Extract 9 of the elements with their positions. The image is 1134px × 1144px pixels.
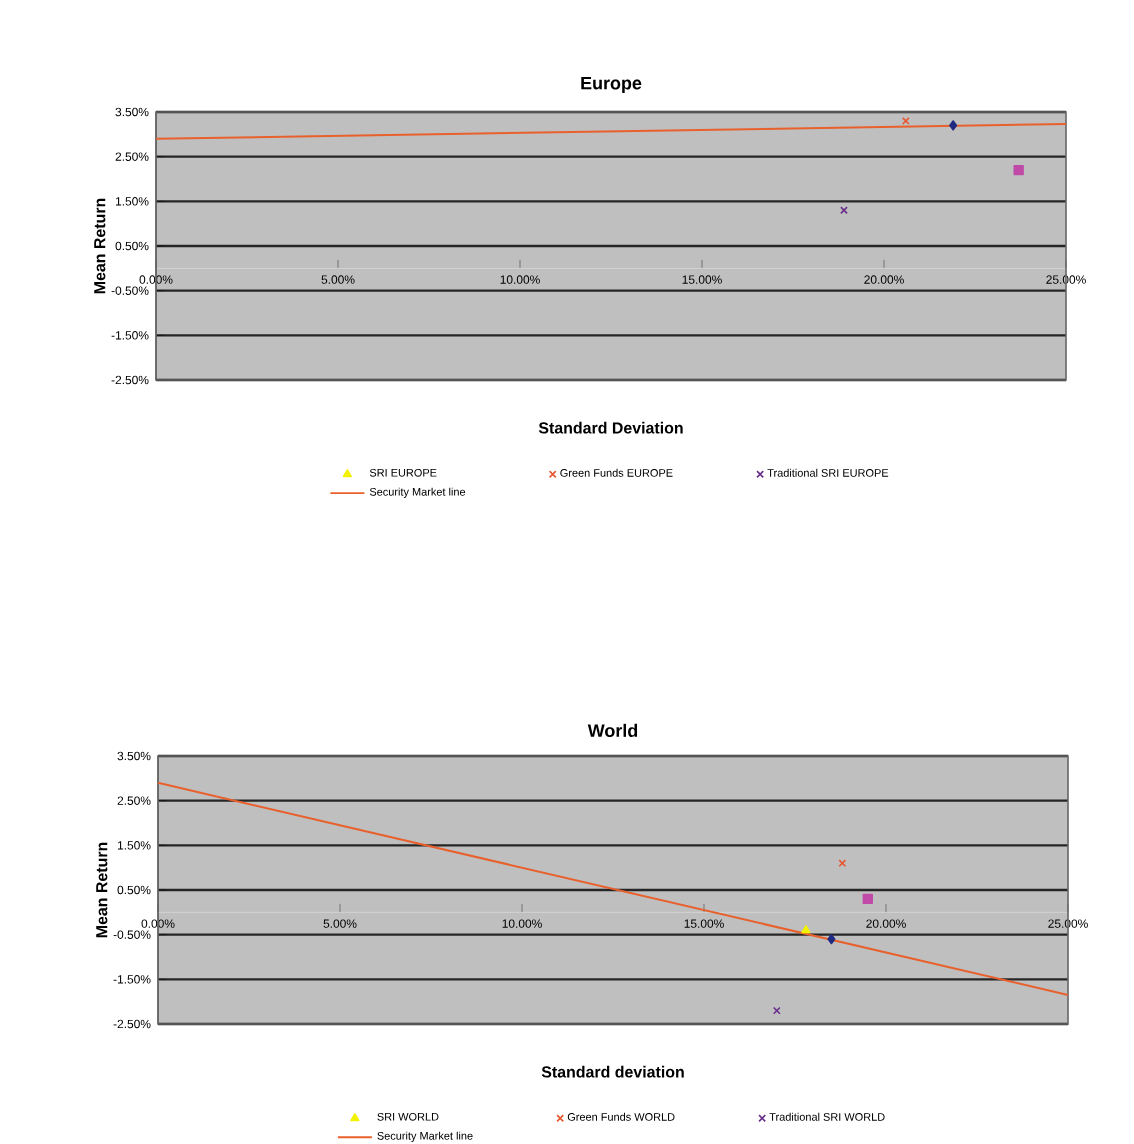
point: [801, 925, 811, 934]
point: [827, 933, 836, 945]
chart-title: World: [587, 723, 638, 738]
point: [862, 893, 873, 905]
point: [949, 120, 958, 131]
point: [901, 117, 910, 125]
point: [1013, 164, 1024, 176]
chart-title: Europe: [581, 76, 642, 93]
point: [838, 859, 847, 868]
